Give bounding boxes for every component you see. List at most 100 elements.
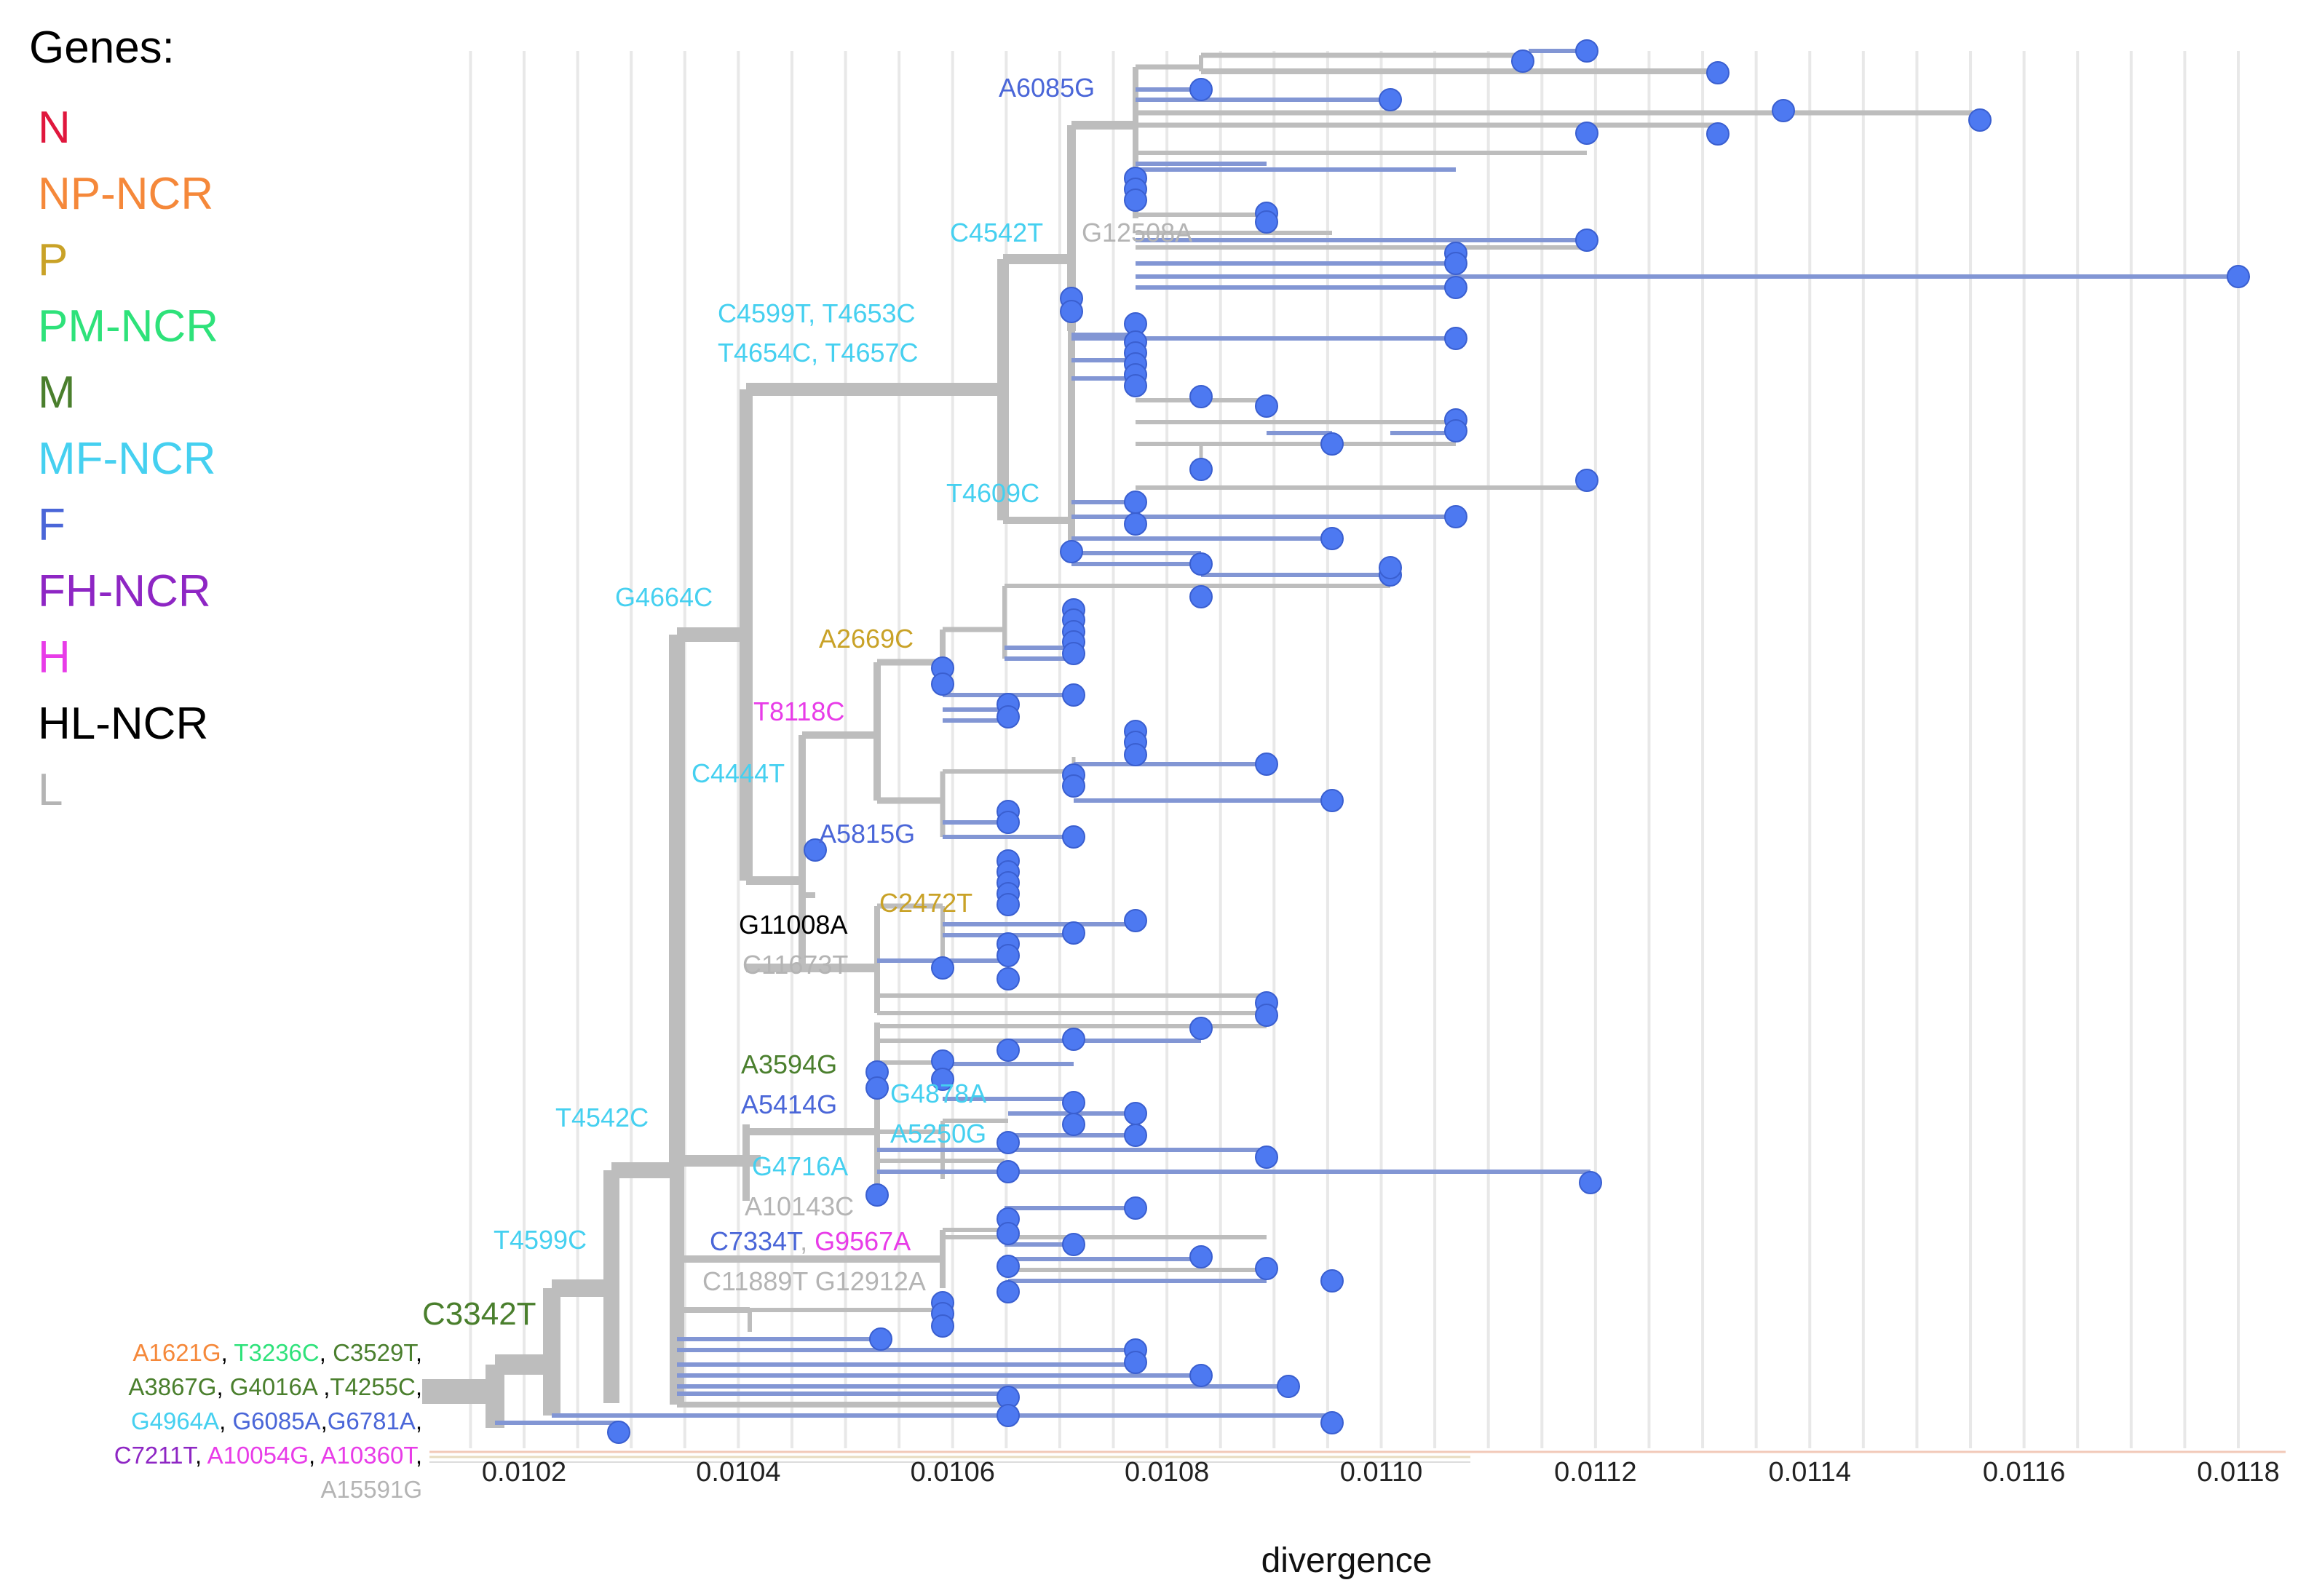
leaf-node[interactable] <box>1255 210 1278 234</box>
root-mutation: A3867G <box>128 1373 217 1400</box>
leaf-node[interactable] <box>931 956 954 980</box>
leaf-node[interactable] <box>997 1131 1020 1154</box>
leaf-node[interactable] <box>1189 1017 1213 1040</box>
axis-title: divergence <box>1261 1541 1433 1580</box>
leaf-node[interactable] <box>1444 419 1467 442</box>
mutation-label: C3342T <box>422 1296 536 1332</box>
leaf-node[interactable] <box>1189 385 1213 408</box>
leaf-node[interactable] <box>1444 505 1467 528</box>
leaf-node[interactable] <box>1189 458 1213 481</box>
leaf-node[interactable] <box>1062 642 1085 665</box>
leaf-node[interactable] <box>1575 229 1598 252</box>
leaf-node[interactable] <box>1189 552 1213 576</box>
root-mutation: , <box>221 1339 234 1366</box>
mutation-label: G4716A <box>752 1151 848 1181</box>
leaf-node[interactable] <box>1060 540 1083 563</box>
leaf-node[interactable] <box>1124 374 1147 397</box>
leaf-node[interactable] <box>1062 1113 1085 1136</box>
legend-item: H <box>38 632 71 683</box>
leaf-node[interactable] <box>1255 1257 1278 1280</box>
leaf-node[interactable] <box>1968 108 1992 132</box>
leaf-node[interactable] <box>1062 1233 1085 1256</box>
leaf-node[interactable] <box>997 1255 1020 1278</box>
leaf-node[interactable] <box>1062 683 1085 707</box>
leaf-node[interactable] <box>931 1068 954 1091</box>
leaf-node[interactable] <box>1575 39 1598 63</box>
leaf-node[interactable] <box>1189 78 1213 101</box>
leaf-node[interactable] <box>1189 1364 1213 1387</box>
leaf-node[interactable] <box>1189 585 1213 608</box>
root-mutation-line: G4964A, G6085A,G6781A, <box>44 1404 422 1438</box>
leaf-node[interactable] <box>2227 265 2250 288</box>
axis-tick-label: 0.0102 <box>482 1457 566 1488</box>
leaf-node[interactable] <box>1062 1091 1085 1114</box>
leaf-node[interactable] <box>1124 512 1147 536</box>
leaf-node[interactable] <box>1575 122 1598 145</box>
leaf-node[interactable] <box>1062 1028 1085 1051</box>
leaf-node[interactable] <box>1124 743 1147 766</box>
leaf-node[interactable] <box>1124 909 1147 932</box>
leaf-node[interactable] <box>1062 921 1085 945</box>
mutation-label: G11008A <box>739 910 847 940</box>
leaf-node[interactable] <box>1320 432 1344 456</box>
leaf-node[interactable] <box>997 1222 1020 1245</box>
leaf-node[interactable] <box>997 967 1020 990</box>
leaf-node[interactable] <box>607 1421 630 1444</box>
leaf-node[interactable] <box>1124 1351 1147 1374</box>
mutation-label: A5250G <box>890 1119 986 1148</box>
root-mutation: C7211T <box>114 1442 196 1469</box>
leaf-node[interactable] <box>997 893 1020 916</box>
leaf-node[interactable] <box>997 1404 1020 1427</box>
leaf-node[interactable] <box>1189 1245 1213 1269</box>
leaf-node[interactable] <box>997 1039 1020 1062</box>
leaf-node[interactable] <box>1772 99 1795 122</box>
leaf-node[interactable] <box>997 1280 1020 1303</box>
mutation-label: A2669C <box>819 624 914 654</box>
leaf-node[interactable] <box>1062 774 1085 798</box>
leaf-node[interactable] <box>1060 300 1083 323</box>
leaf-node[interactable] <box>1575 469 1598 492</box>
leaf-node[interactable] <box>997 811 1020 834</box>
leaf-node[interactable] <box>1379 88 1402 111</box>
leaf-node[interactable] <box>804 838 827 862</box>
leaf-node[interactable] <box>1255 1004 1278 1027</box>
leaf-node[interactable] <box>1444 252 1467 275</box>
leaf-node[interactable] <box>931 1314 954 1338</box>
leaf-node[interactable] <box>931 672 954 696</box>
leaf-node[interactable] <box>1255 1146 1278 1169</box>
leaf-node[interactable] <box>1124 491 1147 514</box>
leaf-node[interactable] <box>1379 556 1402 579</box>
leaf-node[interactable] <box>1444 327 1467 350</box>
axis-tick-label: 0.0106 <box>911 1457 995 1488</box>
leaf-node[interactable] <box>865 1183 889 1207</box>
leaf-node[interactable] <box>1124 188 1147 212</box>
leaf-node[interactable] <box>997 705 1020 728</box>
leaf-node[interactable] <box>1444 276 1467 299</box>
leaf-node[interactable] <box>1124 1102 1147 1125</box>
leaf-node[interactable] <box>1320 789 1344 812</box>
leaf-node[interactable] <box>1511 49 1534 73</box>
leaf-node[interactable] <box>869 1327 892 1351</box>
leaf-node[interactable] <box>1706 61 1730 84</box>
axis-tick-label: 0.0112 <box>1554 1457 1636 1488</box>
leaf-node[interactable] <box>1320 1269 1344 1293</box>
leaf-node[interactable] <box>1062 825 1085 849</box>
leaf-node[interactable] <box>865 1076 889 1100</box>
leaf-node[interactable] <box>1320 527 1344 550</box>
leaf-node[interactable] <box>1124 1196 1147 1220</box>
leaf-node[interactable] <box>997 1160 1020 1183</box>
root-mutation: G6085A <box>232 1408 321 1434</box>
leaf-node[interactable] <box>1579 1171 1602 1194</box>
mutation-label: T4609C <box>946 478 1039 508</box>
leaf-node[interactable] <box>1124 1124 1147 1147</box>
leaf-node[interactable] <box>997 944 1020 967</box>
leaf-node[interactable] <box>1255 394 1278 418</box>
leaf-node[interactable] <box>1277 1375 1300 1398</box>
leaf-node[interactable] <box>1320 1411 1344 1434</box>
root-mutation: G6781A <box>327 1408 416 1434</box>
leaf-node[interactable] <box>1706 122 1730 146</box>
mutation-label-sep: , <box>800 1226 815 1256</box>
leaf-node[interactable] <box>1255 753 1278 776</box>
axis-lines <box>429 1450 2286 1463</box>
